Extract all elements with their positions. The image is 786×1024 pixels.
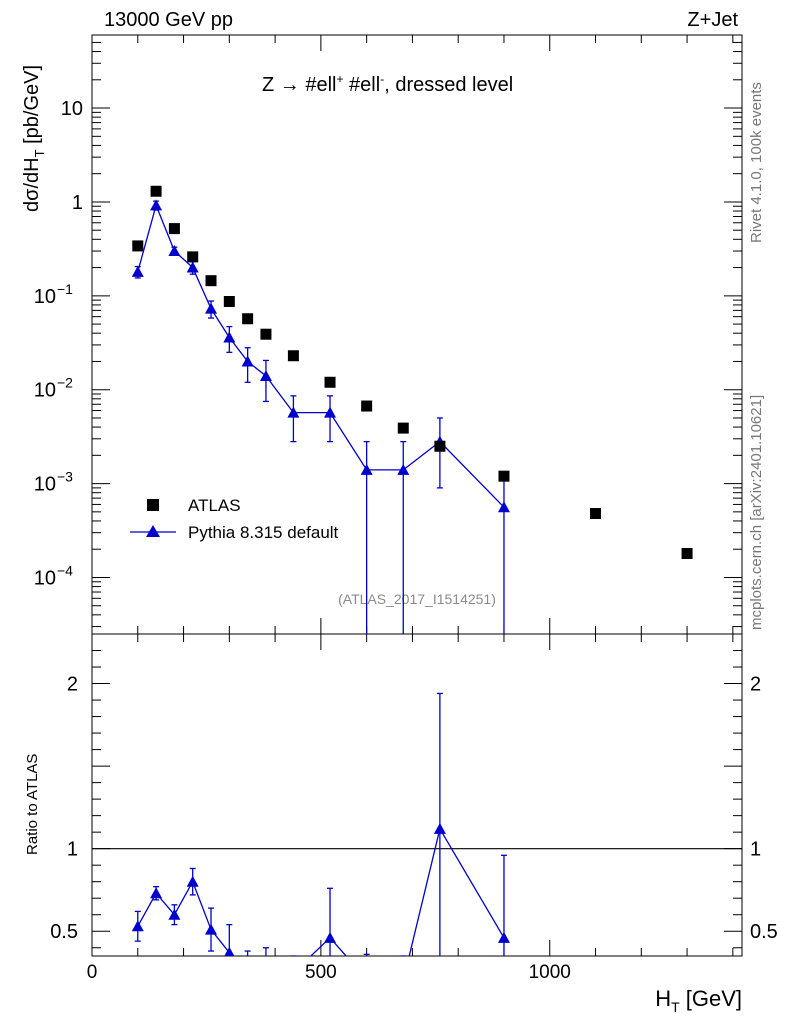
y-tick-label: 10 xyxy=(34,286,56,308)
atlas-point xyxy=(324,376,336,388)
analysis-id-watermark: (ATLAS_2017_I1514251) xyxy=(338,591,496,607)
ratio-point xyxy=(397,975,409,986)
atlas-point xyxy=(498,470,510,482)
atlas-point xyxy=(681,548,693,560)
y-tick-label: 10 xyxy=(34,567,56,589)
x-tick-label: 500 xyxy=(305,962,337,983)
legend-atlas-marker xyxy=(147,499,159,511)
pythia-point xyxy=(131,265,144,277)
atlas-point xyxy=(150,185,162,197)
atlas-point xyxy=(361,400,373,412)
atlas-point xyxy=(260,328,272,340)
y-tick-label: 10 xyxy=(34,380,56,402)
pythia-series-line xyxy=(137,203,505,508)
ratio-point xyxy=(150,887,163,899)
pythia-point xyxy=(223,331,236,343)
atlas-point xyxy=(168,223,180,235)
ratio-point xyxy=(168,908,181,920)
y-tick-label-exponent: −2 xyxy=(57,375,73,391)
y-tick-label-exponent: −4 xyxy=(57,562,73,578)
legend-pythia-marker xyxy=(146,525,160,537)
ratio-y-tick-label: 0.5 xyxy=(50,921,78,943)
ratio-y-tick-label-right: 0.5 xyxy=(750,921,778,943)
pythia-point xyxy=(168,245,181,257)
ratio-series-line xyxy=(137,827,505,956)
ratio-y-tick-label-right: 2 xyxy=(750,674,761,696)
x-axis-label: HT [GeV] xyxy=(655,986,742,1015)
ratio-point xyxy=(260,958,272,969)
ratio-point xyxy=(497,931,510,943)
pythia-point xyxy=(360,463,373,475)
ratio-y-tick-label: 2 xyxy=(67,674,78,696)
pythia-point xyxy=(497,501,510,513)
pythia-point xyxy=(287,406,300,418)
atlas-point xyxy=(397,422,409,434)
ratio-axis-ticks: 0.5 0.5 1 1 2 2 xyxy=(50,650,778,949)
y-tick-label: 1 xyxy=(72,192,83,214)
atlas-point xyxy=(287,350,299,362)
legend-atlas-label: ATLAS xyxy=(188,496,241,515)
ratio-point xyxy=(224,946,235,956)
y-tick-label-exponent: −1 xyxy=(57,281,73,297)
pythia-point xyxy=(241,355,254,367)
pythia-point xyxy=(397,463,410,475)
rivet-version-label: Rivet 4.1.0, 100k events xyxy=(748,82,765,243)
atlas-point xyxy=(187,251,199,263)
ratio-point xyxy=(205,923,218,935)
ratio-point xyxy=(287,967,299,978)
y-axis-label: dσ/dHT [pb/GeV] xyxy=(21,65,47,212)
y-tick-label: 10 xyxy=(61,98,83,120)
ratio-point xyxy=(131,920,144,932)
ratio-y-axis-label: Ratio to ATLAS xyxy=(24,754,41,855)
pythia-point xyxy=(259,369,272,381)
legend-pythia-label: Pythia 8.315 default xyxy=(188,523,339,542)
atlas-point xyxy=(434,440,446,452)
y-tick-label: 10 xyxy=(34,474,56,496)
header-energy-label: 13000 GeV pp xyxy=(104,9,233,31)
main-data-layer xyxy=(131,185,693,634)
atlas-point xyxy=(242,313,254,325)
pythia-point xyxy=(324,406,337,418)
pythia-point xyxy=(150,199,163,211)
ratio-point xyxy=(361,973,373,984)
ratio-y-tick-label: 1 xyxy=(67,839,78,861)
pythia-point xyxy=(205,302,218,314)
ratio-point xyxy=(324,931,337,943)
main-panel-frame xyxy=(91,34,743,635)
ratio-panel-frame xyxy=(91,633,743,957)
plot-title: Z → #ell+ #ell-, dressed level xyxy=(262,72,513,96)
header-process-label: Z+Jet xyxy=(687,9,738,31)
ratio-data-layer xyxy=(131,692,510,986)
legend: ATLAS Pythia 8.315 default xyxy=(130,496,339,542)
pythia-point xyxy=(186,261,199,273)
mcplots-credit-label: mcplots.cern.ch [arXiv:2401.10621] xyxy=(748,395,765,630)
atlas-point xyxy=(223,296,235,308)
ratio-point xyxy=(242,962,254,973)
atlas-point xyxy=(590,508,602,520)
atlas-point xyxy=(205,275,217,287)
atlas-point xyxy=(132,240,144,252)
y-tick-label-exponent: −3 xyxy=(57,469,73,485)
x-tick-label: 1000 xyxy=(529,962,571,983)
ratio-y-tick-label-right: 1 xyxy=(750,839,761,861)
ratio-point xyxy=(433,822,446,834)
x-tick-label: 0 xyxy=(87,962,98,983)
ratio-point xyxy=(186,875,199,887)
